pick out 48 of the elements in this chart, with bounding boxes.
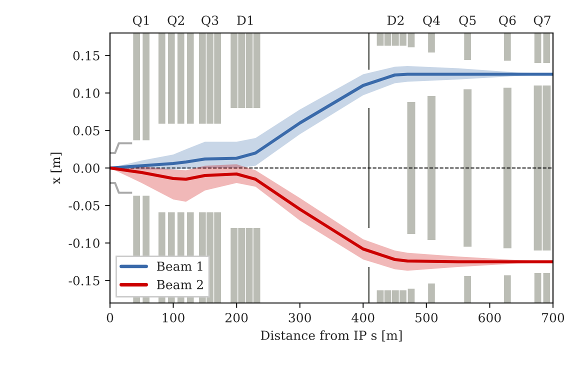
bar — [133, 33, 140, 140]
bar — [503, 88, 512, 248]
bar — [142, 33, 150, 140]
bar — [428, 96, 436, 240]
bar — [534, 33, 542, 63]
y-tick-label: -0.15 — [68, 276, 100, 286]
y-tick-label: 0.10 — [73, 88, 100, 98]
y-tick-label: -0.10 — [68, 238, 100, 248]
bar — [504, 275, 511, 303]
bar — [428, 284, 435, 303]
bar — [464, 89, 472, 247]
bar — [543, 33, 550, 63]
text: Q3 — [202, 16, 218, 27]
y-tick-label: 0.05 — [73, 126, 100, 136]
x-tick-label: 200 — [225, 312, 248, 322]
bar — [158, 33, 166, 124]
text: Q7 — [534, 16, 550, 27]
bar — [464, 276, 471, 303]
text: D2 — [387, 16, 404, 25]
x-tick-label: 600 — [478, 312, 501, 322]
text: Q4 — [423, 16, 440, 27]
y-tick-label: 0.00 — [73, 163, 100, 173]
text: Q2 — [168, 16, 184, 27]
x-tick-label: 0 — [106, 312, 114, 322]
y-tick-label: 0.15 — [73, 50, 100, 60]
bar — [168, 33, 175, 124]
text: Q6 — [499, 16, 516, 27]
x-tick-label: 400 — [352, 312, 374, 322]
legend-label: Beam 2 — [156, 280, 203, 290]
x-axis-title: Distance from IP s [m] — [260, 330, 402, 342]
x-tick-label: 500 — [416, 312, 438, 322]
y-axis-title: x [m] — [50, 152, 62, 184]
bar — [464, 33, 471, 60]
text: Q5 — [459, 16, 476, 27]
x-tick-label: 700 — [542, 312, 564, 322]
y-tick-label: -0.05 — [68, 200, 100, 210]
text: Q1 — [132, 16, 149, 27]
text: D1 — [237, 16, 253, 25]
bar — [543, 273, 550, 303]
bar — [428, 33, 435, 52]
bar — [407, 102, 416, 234]
x-tick-label: 100 — [162, 312, 184, 322]
bar — [186, 33, 194, 124]
legend-label: Beam 1 — [156, 262, 202, 271]
bar — [177, 33, 184, 124]
bar — [504, 33, 511, 61]
bar — [534, 273, 542, 303]
x-tick-label: 300 — [288, 312, 311, 322]
